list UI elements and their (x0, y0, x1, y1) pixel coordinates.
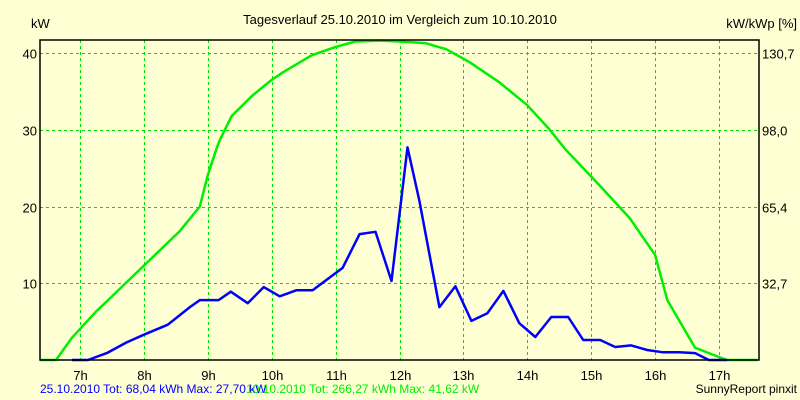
y-tick-label: 30 (23, 124, 37, 139)
plot-frame (39, 39, 760, 361)
y-right-tick-label: 65,4 (762, 201, 787, 216)
chart-title: Tagesverlauf 25.10.2010 im Vergleich zum… (243, 12, 557, 27)
x-tick-label: 8h (137, 368, 151, 383)
series-lines (40, 39, 758, 362)
x-tick-label: 13h (453, 368, 475, 383)
x-tick-label: 11h (326, 368, 347, 383)
y-right-tick-label: 98,0 (762, 124, 787, 139)
y-tick-label: 10 (23, 277, 37, 292)
x-tick-label: 10h (262, 368, 284, 383)
x-tick-label: 9h (201, 368, 215, 383)
series-line-10-10-2010 (40, 39, 758, 362)
y-right-tick-label: 32,7 (762, 277, 787, 292)
series-line-25-10-2010 (72, 146, 727, 362)
x-tick-label: 14h (517, 368, 539, 383)
y-axis-right-label: kW/kWp [%] (726, 16, 797, 31)
y-axis-label: kW (31, 16, 51, 31)
footer-credit: SunnyReport pinxit (696, 382, 798, 396)
legend-series-2: 10.10.2010 Tot: 266,27 kWh Max: 41,62 kW (246, 382, 480, 396)
y-right-tick-label: 130,7 (762, 47, 795, 62)
x-tick-label: 17h (709, 368, 731, 383)
y-tick-label: 40 (23, 47, 37, 62)
y-tick-label: 20 (23, 201, 37, 216)
x-tick-label: 7h (73, 368, 87, 383)
x-tick-label: 15h (581, 368, 603, 383)
x-tick-label: 16h (645, 368, 667, 383)
x-tick-label: 12h (390, 368, 412, 383)
legend-series-1: 25.10.2010 Tot: 68,04 kWh Max: 27,70 kW (40, 382, 267, 396)
tick-labels: 7h 8h 9h 10h 11h 12h 13h 14h 15h 16h 17h 10 32,7 20 65… (23, 47, 795, 384)
